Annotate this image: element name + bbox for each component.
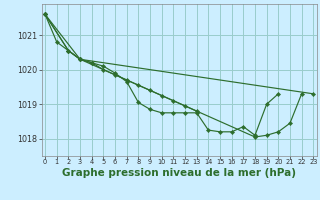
X-axis label: Graphe pression niveau de la mer (hPa): Graphe pression niveau de la mer (hPa) — [62, 168, 296, 178]
